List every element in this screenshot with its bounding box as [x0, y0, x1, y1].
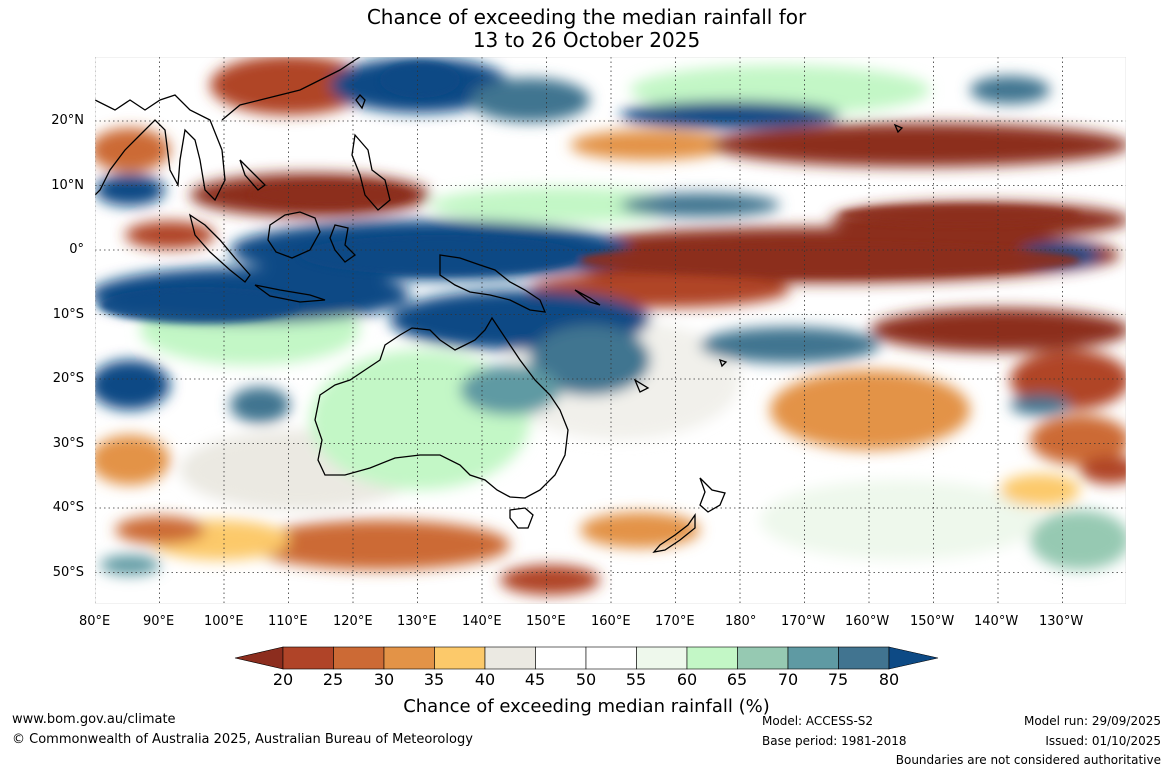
colorbar-tick-65: 65 [726, 670, 748, 689]
colorbar-tick-25: 25 [322, 670, 344, 689]
model-run-date: Model run: 29/09/2025 [1023, 714, 1161, 728]
lon-label-170w: 170°W [781, 614, 826, 629]
colorbar-extend-high [888, 646, 939, 670]
colorbar-swatch [434, 646, 486, 670]
colorbar-swatch [282, 646, 334, 670]
colorbar-tick-50: 50 [575, 670, 597, 689]
lon-label-170e: 170°E [655, 614, 695, 629]
colorbar-tick-35: 35 [423, 670, 445, 689]
colorbar-swatch [333, 646, 385, 670]
colorbar-swatch [838, 646, 890, 670]
coastlines [95, 57, 904, 553]
colorbar-tick-55: 55 [625, 670, 647, 689]
lat-label-50s: 50°S [52, 565, 84, 580]
colorbar-tick-75: 75 [827, 670, 849, 689]
colorbar-swatch [636, 646, 688, 670]
lon-label-100e: 100°E [204, 614, 244, 629]
colorbar-tick-45: 45 [524, 670, 546, 689]
colorbar-swatch [737, 646, 789, 670]
colorbar-tick-30: 30 [373, 670, 395, 689]
model-name: Model: ACCESS-S2 [762, 714, 874, 728]
colorbar-swatch [686, 646, 738, 670]
lon-label-160w: 160°W [845, 614, 890, 629]
issued-date: Issued: 01/10/2025 [1045, 734, 1161, 748]
lat-label-20s: 20°S [52, 371, 84, 386]
colorbar-tick-60: 60 [676, 670, 698, 689]
colorbar [234, 646, 939, 670]
lat-label-10n: 10°N [51, 178, 84, 193]
copyright-text: © Commonwealth of Australia 2025, Austra… [12, 732, 473, 747]
colorbar-tick-80: 80 [878, 670, 900, 689]
boundaries-disclaimer: Boundaries are not considered authoritat… [895, 753, 1161, 767]
map-title-line-2: 13 to 26 October 2025 [472, 28, 701, 52]
lon-label-90e: 90°E [143, 614, 175, 629]
base-period: Base period: 1981-2018 [762, 734, 907, 748]
colorbar-swatch [787, 646, 839, 670]
lat-label-10s: 10°S [52, 307, 84, 322]
lon-label-140e: 140°E [462, 614, 502, 629]
bom-url-link[interactable]: www.bom.gov.au/climate [12, 712, 176, 727]
colorbar-swatch [383, 646, 435, 670]
lat-label-40s: 40°S [52, 500, 84, 515]
colorbar-tick-70: 70 [777, 670, 799, 689]
colorbar-swatch [535, 646, 587, 670]
lon-label-130w: 130°W [1039, 614, 1084, 629]
colorbar-title: Chance of exceeding median rainfall (%) [403, 696, 770, 717]
colorbar-tick-20: 20 [272, 670, 294, 689]
colorbar-tick-40: 40 [474, 670, 496, 689]
lon-label-140w: 140°W [974, 614, 1019, 629]
probability-field [95, 57, 1126, 604]
lat-label-30s: 30°S [52, 436, 84, 451]
lon-label-110e: 110°E [268, 614, 308, 629]
colorbar-swatch [585, 646, 637, 670]
colorbar-extend-low [234, 646, 284, 670]
colorbar-swatch [484, 646, 536, 670]
lat-label-20n: 20°N [51, 113, 84, 128]
lat-label-0: 0° [69, 242, 84, 257]
lon-label-160e: 160°E [591, 614, 631, 629]
lon-label-150w: 150°W [910, 614, 955, 629]
lon-label-180: 180° [725, 614, 757, 629]
lon-label-80e: 80°E [79, 614, 111, 629]
lon-label-120e: 120°E [333, 614, 373, 629]
map-title-line-1: Chance of exceeding the median rainfall … [366, 5, 807, 29]
lon-label-150e: 150°E [526, 614, 566, 629]
lon-label-130e: 130°E [397, 614, 437, 629]
